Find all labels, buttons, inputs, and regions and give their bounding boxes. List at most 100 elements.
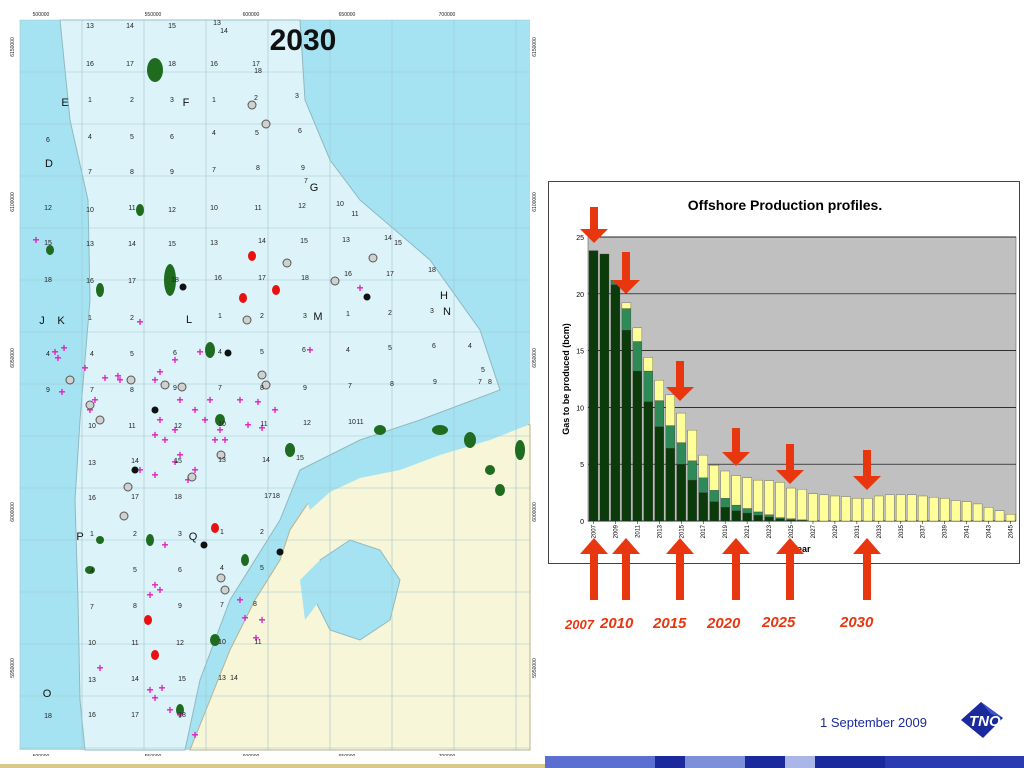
x-tick-label: 2019 [723,524,729,538]
block-number: 15 [174,458,182,465]
offshore-map: ++ ++++ ++ ++++++++++++++++ ++ ++++ +++ ++ +++++… [10,12,538,756]
block-number: 15 [44,240,52,247]
well-marker [160,380,170,390]
installation-marker: + [151,691,158,705]
bar-2020-s1 [731,504,741,511]
chart-canvas: Offshore Production profiles.0510152025G… [561,197,1017,554]
x-tick-label: 2043 [987,524,993,538]
installation-marker: + [176,448,183,462]
installation-marker: + [156,365,163,379]
bar-2025-s1 [786,518,796,521]
installation-marker: + [32,233,39,247]
block-number: 18 [44,277,52,284]
well-marker [85,400,95,410]
installation-marker: + [176,393,183,407]
block-number: 5 [255,130,259,137]
x-tick-label: 2045 [1009,524,1015,538]
installation-marker: + [254,395,261,409]
block-number: 8 [488,379,492,386]
block-number: 14 [262,457,270,464]
map-top-tick: 700000 [439,12,456,18]
bar-2032-s2 [863,498,873,522]
well-marker [177,382,187,392]
quadrant-letter-m: M [313,311,322,323]
block-number: 5 [388,345,392,352]
x-tick-label: 2035 [899,524,905,538]
block-number: 16 [88,712,96,719]
bar-2012-s0 [643,401,654,522]
block-number: 17 [126,61,134,68]
block-number: 16 [214,275,222,282]
production-chart: Offshore Production profiles. 0 5 10 15 20 25 G… [548,181,1020,564]
y-tick-label: 25 [576,235,584,242]
bar-2017-s0 [698,492,708,522]
gas-field [495,484,505,496]
footer-segment [655,756,685,768]
gas-field [176,704,184,716]
block-number: 10 [218,639,226,646]
gas-field [96,536,104,544]
platform-dot [224,349,232,357]
block-number: 15 [394,240,402,247]
block-number: 14 [131,676,139,683]
installation-marker: + [221,433,228,447]
bar-2017-s2 [698,454,708,478]
installation-marker: + [151,428,158,442]
x-tick-label: 2039 [943,524,949,538]
quadrant-letter-p: P [76,531,83,543]
footer-segment [785,756,815,768]
bar-2018-s1 [709,490,719,502]
installation-marker: + [51,345,58,359]
bar-2013-s1 [654,400,664,427]
oil-field [239,293,247,303]
bar-2010-s1 [621,308,632,331]
y-tick-label: 15 [576,349,584,356]
gas-field [210,634,220,646]
milestone-label-2007: 2007 [565,617,594,632]
block-number: 1 [218,313,222,320]
well-marker [261,119,271,129]
map-bottom-tick: 650000 [339,754,356,756]
map-left-tick: 6000000 [10,502,16,522]
installation-marker: + [136,463,143,477]
tno-logo: TNO [961,702,1003,738]
block-number: 1 [346,311,350,318]
block-number: 18 [301,275,309,282]
bar-2034-s2 [885,494,895,522]
bar-2009-s0 [610,284,621,522]
block-number: 13 [218,457,226,464]
map-bottom-tick: 550000 [145,754,162,756]
quadrant-letter-n: N [443,306,451,318]
installation-marker: + [91,393,98,407]
bar-2030-s2 [841,496,851,522]
block-number: 18 [272,493,280,500]
gas-field [46,245,54,255]
block-number: 18 [171,277,179,284]
block-number: 1 [90,531,94,538]
map-left-tick: 5950000 [10,658,16,678]
oil-field [151,650,159,660]
bar-2014-s2 [665,394,675,426]
installation-marker: + [244,418,251,432]
block-number: 4 [90,351,94,358]
platform-dot [363,293,371,301]
block-number: 17 [258,275,266,282]
bar-2025-s2 [786,487,796,519]
footer-bar [0,756,1024,768]
bar-2016-s2 [687,429,697,461]
bar-2022-s1 [753,511,763,516]
x-tick-label: 2009 [613,524,619,538]
block-number: 7 [90,387,94,394]
bar-2019-s0 [720,507,730,522]
block-number: 18 [254,68,262,75]
map-bottom-tick: 500000 [33,754,50,756]
platform-dot [276,548,284,556]
gas-field [374,425,386,435]
block-number: 12 [168,207,176,214]
bar-2013-s0 [654,426,664,522]
bar-2010-s0 [621,330,632,522]
block-number: 2 [388,310,392,317]
x-tick-label: 2017 [701,524,707,538]
bar-2037-s2 [918,495,928,522]
quadrant-letter-e: E [61,97,68,109]
